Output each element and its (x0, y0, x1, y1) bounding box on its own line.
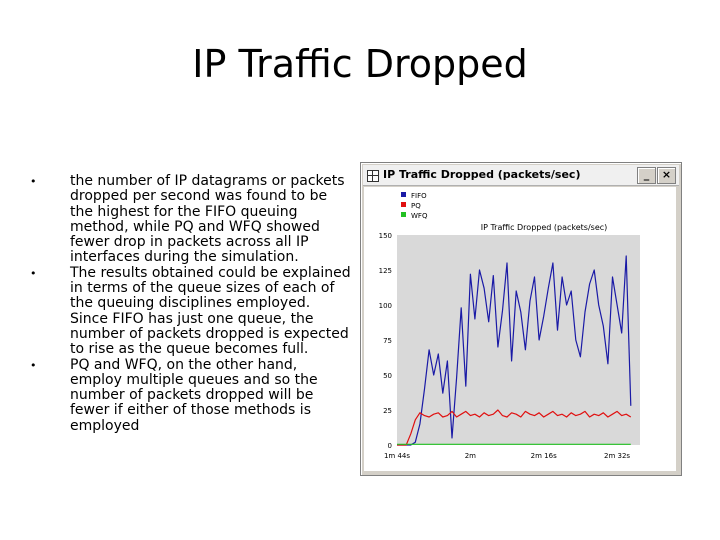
x-tick-label: 1m 44s (384, 452, 410, 460)
legend-label-fifo: FIFO (411, 192, 427, 200)
close-button[interactable]: × (657, 167, 676, 184)
slide-title: IP Traffic Dropped (192, 42, 528, 86)
bullet-list: • the number of IP datagrams or packets … (30, 173, 352, 434)
y-tick-label: 150 (379, 232, 392, 240)
bullet-glyph: • (30, 175, 37, 188)
window-titlebar[interactable]: IP Traffic Dropped (packets/sec) _ × (363, 165, 679, 186)
bullet-item: • The results obtained could be explaine… (30, 264, 352, 358)
bullet-glyph: • (30, 266, 37, 280)
legend-label-pq: PQ (411, 202, 421, 210)
y-tick-label: 75 (383, 337, 392, 345)
chart-title: IP Traffic Dropped (packets/sec) (481, 223, 608, 232)
bullet-text: the number of IP datagrams or packets dr… (70, 173, 345, 266)
bullet-text: PQ and WFQ, on the other hand, employ mu… (70, 356, 318, 434)
series-line-fifo (397, 255, 632, 446)
y-tick-label: 50 (383, 372, 392, 380)
y-tick-label: 0 (388, 442, 392, 450)
chart-window[interactable]: IP Traffic Dropped (packets/sec) _ × IP … (360, 162, 682, 476)
bullet-glyph: • (30, 358, 37, 372)
traffic-chart: IP Traffic Dropped (packets/sec) FIFO PQ WF… (379, 192, 640, 460)
minimize-button[interactable]: _ (637, 167, 656, 184)
plot-background (397, 235, 640, 445)
bullet-text: The results obtained could be explained … (70, 264, 351, 358)
bullet-item: • the number of IP datagrams or packets … (30, 173, 352, 266)
legend-swatch-fifo (401, 192, 406, 197)
series-line-pq (397, 409, 632, 446)
y-tick-label: 100 (379, 302, 392, 310)
x-tick-label: 2m 32s (604, 452, 630, 460)
legend-swatch-wfq (401, 212, 406, 217)
x-tick-label: 2m (465, 452, 476, 460)
chart-area: IP Traffic Dropped (packets/sec) FIFO PQ WF… (364, 187, 676, 471)
y-tick-label: 25 (383, 407, 392, 415)
legend-label-wfq: WFQ (411, 212, 428, 220)
window-title: IP Traffic Dropped (packets/sec) (383, 168, 581, 181)
y-tick-label: 125 (379, 267, 392, 275)
legend-swatch-pq (401, 202, 406, 207)
app-grid-icon[interactable] (367, 170, 379, 182)
bullet-item: • PQ and WFQ, on the other hand, employ … (30, 356, 352, 434)
x-tick-label: 2m 16s (531, 452, 557, 460)
